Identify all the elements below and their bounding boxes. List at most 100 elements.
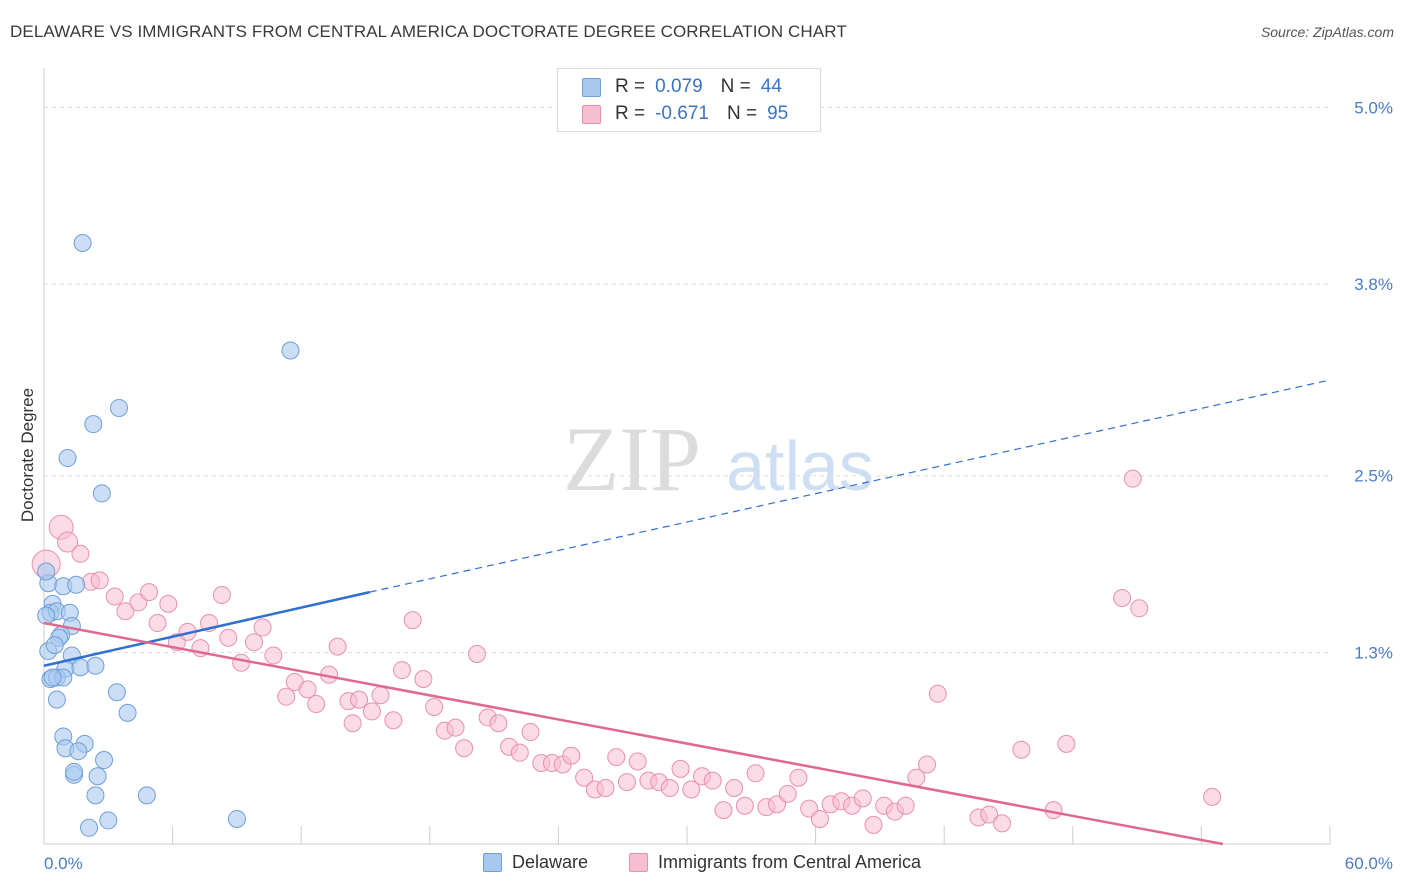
point-immigrants (328, 637, 347, 656)
point-immigrants (918, 755, 937, 774)
point-delaware (88, 767, 107, 786)
point-delaware (58, 449, 77, 468)
legend-item-delaware[interactable]: Delaware (483, 852, 588, 873)
point-delaware (65, 762, 84, 781)
point-immigrants (628, 752, 647, 771)
point-delaware (84, 415, 103, 434)
point-immigrants (253, 618, 272, 637)
y-tick-label: 3.8% (1354, 275, 1393, 294)
point-delaware (73, 233, 92, 252)
legend-n-label: N = (726, 103, 758, 124)
point-delaware (80, 818, 99, 837)
point-delaware (69, 742, 88, 761)
point-immigrants (1203, 787, 1222, 806)
point-immigrants (660, 779, 679, 798)
point-immigrants (928, 684, 947, 703)
point-immigrants (392, 661, 411, 680)
point-immigrants (1057, 734, 1076, 753)
watermark-zip: ZIP (563, 408, 701, 510)
point-immigrants (384, 711, 403, 730)
point-delaware (86, 786, 105, 805)
x-tick-label-min: 0.0% (44, 854, 83, 873)
point-immigrants (277, 687, 296, 706)
point-immigrants (148, 614, 167, 633)
correlation-legend: R = 0.079 N = 44 R = -0.671 N = 95 (557, 68, 821, 132)
point-immigrants (746, 764, 765, 783)
trend-immigrants (43, 621, 1224, 846)
trend-delaware-solid (43, 590, 371, 667)
point-immigrants (455, 739, 474, 758)
point-delaware (110, 398, 129, 417)
legend-swatch-blue (483, 853, 502, 872)
legend-label-delaware: Delaware (512, 852, 589, 872)
point-immigrants (1123, 469, 1142, 488)
legend-r-value: -0.671 (655, 103, 709, 124)
point-immigrants (596, 779, 615, 798)
watermark: ZIP atlas (563, 408, 874, 510)
point-delaware (99, 811, 118, 830)
point-delaware (92, 484, 111, 503)
point-immigrants (71, 544, 90, 563)
point-delaware (95, 751, 114, 770)
point-immigrants (403, 611, 422, 630)
point-immigrants (682, 780, 701, 799)
point-delaware (86, 656, 105, 675)
y-tick-label: 1.3% (1354, 644, 1393, 663)
point-immigrants (116, 602, 135, 621)
point-immigrants (1130, 599, 1149, 618)
point-immigrants (810, 809, 829, 828)
point-immigrants (789, 768, 808, 787)
point-immigrants (778, 784, 797, 803)
point-immigrants (57, 531, 79, 553)
point-immigrants (671, 759, 690, 778)
point-immigrants (90, 571, 109, 590)
watermark-atlas: atlas (726, 427, 874, 505)
point-delaware (67, 575, 86, 594)
y-tick-labels: 1.3% 2.5% 3.8% 5.0% (1354, 98, 1393, 662)
point-immigrants (714, 801, 733, 820)
point-immigrants (298, 680, 317, 699)
legend-n-value: 44 (760, 76, 782, 97)
point-delaware (137, 786, 156, 805)
legend-swatch-blue (582, 77, 601, 97)
point-immigrants (510, 743, 529, 762)
point-delaware (281, 341, 300, 360)
point-immigrants (896, 796, 915, 815)
point-immigrants (853, 789, 872, 808)
y-tick-label: 2.5% (1354, 467, 1393, 486)
legend-label-immigrants: Immigrants from Central America (658, 852, 922, 872)
series-legend: Delaware Immigrants from Central America (0, 852, 1406, 878)
point-delaware (118, 703, 137, 722)
point-immigrants (562, 746, 581, 765)
series-delaware-points (37, 233, 300, 837)
x-tick-label-max: 60.0% (1345, 854, 1393, 873)
point-immigrants (140, 583, 159, 602)
legend-row-delaware: R = 0.079 N = 44 (582, 75, 782, 99)
point-immigrants (703, 771, 722, 790)
point-delaware (71, 658, 90, 677)
point-immigrants (307, 695, 326, 714)
legend-item-immigrants[interactable]: Immigrants from Central America (629, 852, 921, 873)
trend-delaware-dashed (369, 379, 1331, 593)
legend-row-immigrants: R = -0.671 N = 95 (582, 102, 788, 126)
point-immigrants (343, 714, 362, 733)
point-immigrants (371, 686, 390, 705)
legend-r-label: R = (615, 76, 646, 97)
chart-title: DELAWARE VS IMMIGRANTS FROM CENTRAL AMER… (10, 22, 847, 41)
point-immigrants (105, 587, 124, 606)
point-immigrants (425, 698, 444, 717)
point-immigrants (489, 714, 508, 733)
point-immigrants (350, 690, 369, 709)
gridlines (44, 106, 1330, 653)
point-immigrants (1012, 740, 1031, 759)
series-immigrants-points (31, 469, 1222, 834)
point-immigrants (617, 773, 636, 792)
point-immigrants (467, 644, 486, 663)
point-immigrants (212, 586, 231, 605)
point-immigrants (159, 594, 178, 613)
legend-swatch-pink (629, 853, 648, 872)
point-immigrants (725, 779, 744, 798)
x-tick-labels: 0.0% 60.0% (44, 854, 1393, 873)
source-credit: Source: ZipAtlas.com (1260, 24, 1394, 40)
